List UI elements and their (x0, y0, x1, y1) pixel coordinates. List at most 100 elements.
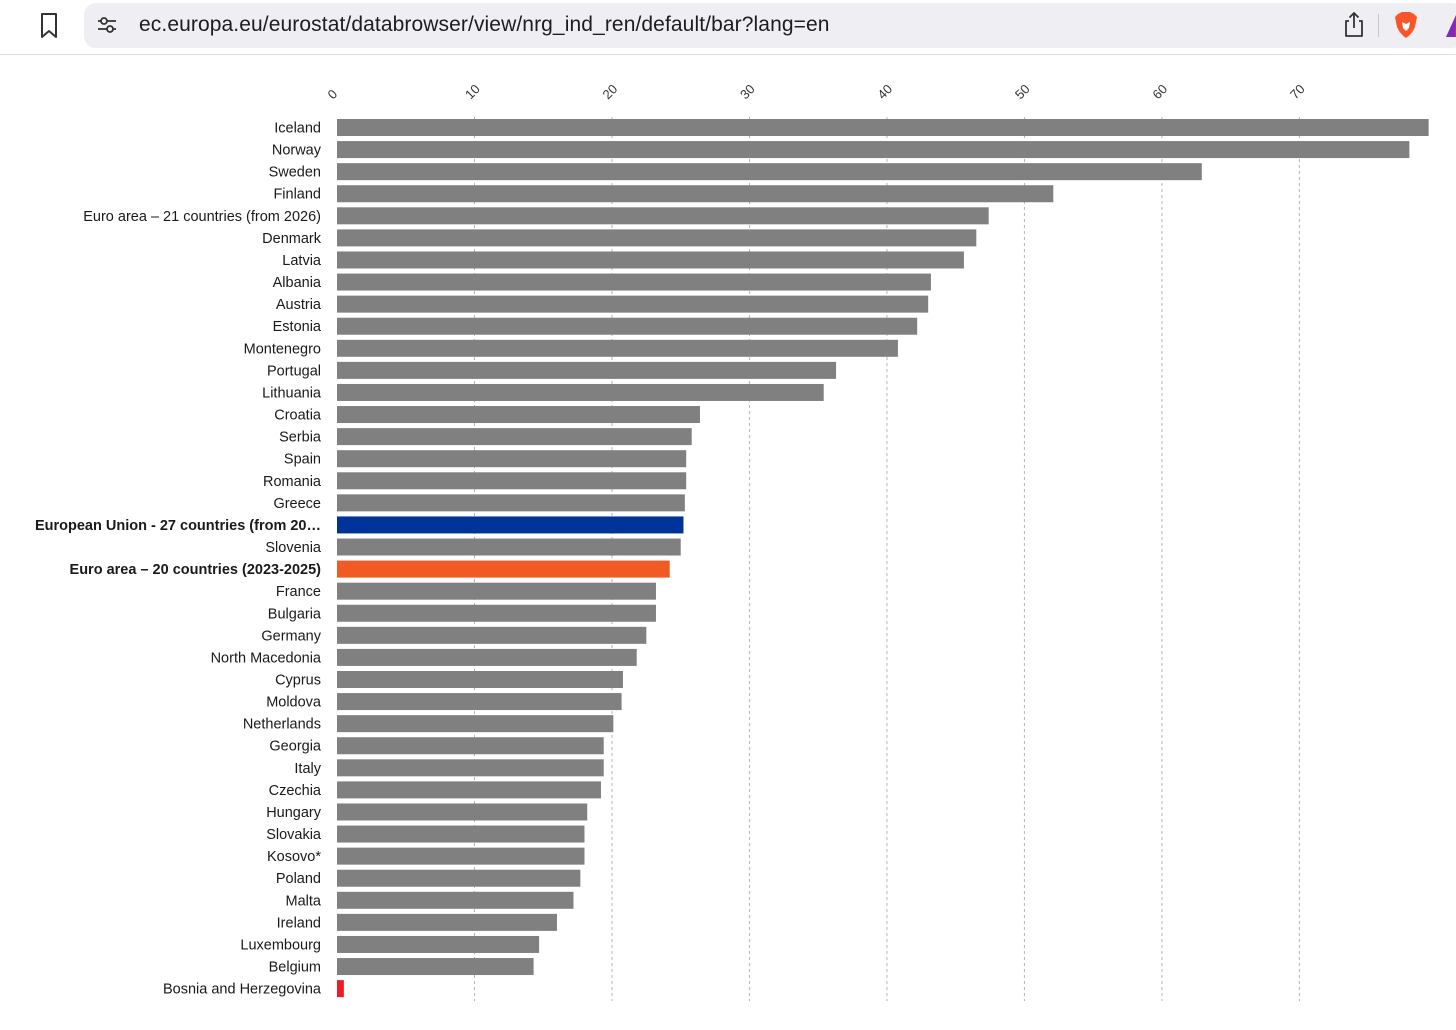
category-label: Estonia (273, 319, 322, 335)
bar-spain[interactable] (337, 450, 687, 468)
bar-north-macedonia[interactable] (337, 648, 637, 666)
x-tick-label: 50 (1012, 81, 1033, 102)
category-label: Germany (261, 628, 321, 644)
bar-belgium[interactable] (337, 958, 534, 976)
bar-moldova[interactable] (337, 693, 622, 711)
category-label: Iceland (274, 121, 321, 137)
toolbar-divider (1378, 14, 1379, 37)
category-label: Euro area – 21 countries (from 2026) (83, 209, 321, 225)
x-tick-label: 10 (462, 81, 483, 102)
category-label: Cyprus (275, 673, 321, 689)
bar-czechia[interactable] (337, 781, 601, 799)
share-icon[interactable] (1342, 11, 1366, 39)
category-label: Romania (263, 474, 322, 490)
bar-croatia[interactable] (337, 406, 700, 424)
bar-finland[interactable] (337, 185, 1054, 203)
bar-kosovo[interactable] (337, 847, 585, 865)
x-tick-label: 20 (599, 81, 620, 102)
bar-cyprus[interactable] (337, 671, 623, 688)
bar-estonia[interactable] (337, 317, 918, 335)
bar-montenegro[interactable] (337, 339, 898, 357)
bar-bulgaria[interactable] (337, 604, 656, 622)
bar-sweden[interactable] (337, 163, 1202, 181)
category-label: North Macedonia (211, 650, 322, 666)
bar-european-union-27-countries-from-20[interactable] (337, 516, 684, 534)
bar-latvia[interactable] (337, 251, 964, 269)
bar-slovenia[interactable] (337, 538, 681, 556)
category-label: Netherlands (243, 717, 321, 733)
url-text[interactable]: ec.europa.eu/eurostat/databrowser/view/n… (139, 13, 830, 36)
browser-toolbar: ec.europa.eu/eurostat/databrowser/view/n… (0, 0, 1456, 55)
category-label: Finland (273, 187, 321, 203)
category-label: Belgium (269, 960, 321, 976)
x-tick-label: 30 (737, 81, 758, 102)
category-label: European Union - 27 countries (from 20… (35, 518, 321, 534)
category-label: Slovenia (265, 540, 322, 556)
triangle-icon[interactable] (1442, 12, 1456, 40)
bar-greece[interactable] (337, 494, 685, 512)
bar-georgia[interactable] (337, 737, 604, 755)
category-labels: Iceland Norway Sweden Finland Euro area – 21… (35, 121, 322, 998)
bar-poland[interactable] (337, 869, 581, 887)
category-label: Moldova (266, 695, 322, 711)
category-label: Austria (276, 297, 322, 313)
category-label: Albania (273, 275, 322, 291)
category-label: Czechia (269, 783, 322, 799)
bar-albania[interactable] (337, 273, 931, 291)
bar-norway[interactable] (337, 141, 1410, 159)
bar-iceland[interactable] (337, 119, 1429, 136)
category-label: Bosnia and Herzegovina (163, 982, 322, 998)
category-label: Serbia (279, 430, 322, 446)
bar-serbia[interactable] (337, 428, 692, 446)
bar-hungary[interactable] (337, 803, 588, 821)
category-label: Montenegro (244, 341, 321, 357)
bar-lithuania[interactable] (337, 383, 824, 401)
bookmark-icon[interactable] (37, 11, 61, 41)
category-label: Slovakia (266, 827, 322, 843)
category-label: Luxembourg (240, 937, 321, 953)
category-label: Georgia (269, 739, 322, 755)
tune-icon[interactable] (96, 14, 118, 36)
category-label: Kosovo* (267, 849, 321, 865)
bar-malta[interactable] (337, 891, 574, 909)
bar-denmark[interactable] (337, 229, 977, 247)
renewable-energy-bar-chart: 0 10 20 30 40 50 60 70 Iceland Norway Sweden Finla… (35, 81, 1429, 1001)
bar-france[interactable] (337, 582, 656, 600)
x-tick-label: 60 (1149, 81, 1170, 102)
category-label: France (276, 584, 321, 600)
bar-romania[interactable] (337, 472, 687, 490)
category-label: Hungary (266, 805, 322, 821)
category-label: Croatia (274, 408, 322, 424)
category-label: Malta (286, 893, 322, 909)
address-bar[interactable]: ec.europa.eu/eurostat/databrowser/view/n… (84, 3, 1456, 48)
bar-euro-area-21-countries-from-2026[interactable] (337, 207, 989, 225)
bar-euro-area-20-countries-2023-2025[interactable] (337, 560, 670, 578)
chart-bars (337, 119, 1429, 998)
bar-luxembourg[interactable] (337, 935, 540, 953)
bar-italy[interactable] (337, 759, 604, 777)
bar-bosnia-and-herzegovina[interactable] (337, 980, 344, 998)
chart-gridlines (473, 117, 1300, 1001)
bar-ireland[interactable] (337, 913, 557, 931)
category-label: Norway (272, 143, 322, 159)
brave-lion-icon[interactable] (1393, 11, 1419, 39)
category-label: Lithuania (262, 385, 322, 401)
bar-netherlands[interactable] (337, 715, 614, 733)
category-label: Ireland (277, 915, 321, 931)
bar-germany[interactable] (337, 626, 647, 644)
category-label: Bulgaria (268, 606, 322, 622)
category-label: Spain (284, 452, 321, 468)
category-label: Denmark (262, 231, 322, 247)
bar-austria[interactable] (337, 295, 929, 313)
category-label: Latvia (282, 253, 322, 269)
category-label: Poland (276, 871, 321, 887)
bar-portugal[interactable] (337, 361, 837, 379)
x-tick-label: 70 (1287, 81, 1308, 102)
x-axis-ticks: 0 10 20 30 40 50 60 70 (325, 81, 1308, 102)
category-label: Sweden (269, 165, 321, 181)
x-tick-label: 40 (874, 81, 895, 102)
bar-slovakia[interactable] (337, 825, 585, 843)
category-label: Euro area – 20 countries (2023-2025) (70, 562, 322, 578)
category-label: Greece (273, 496, 321, 512)
x-tick-label: 0 (325, 86, 341, 102)
